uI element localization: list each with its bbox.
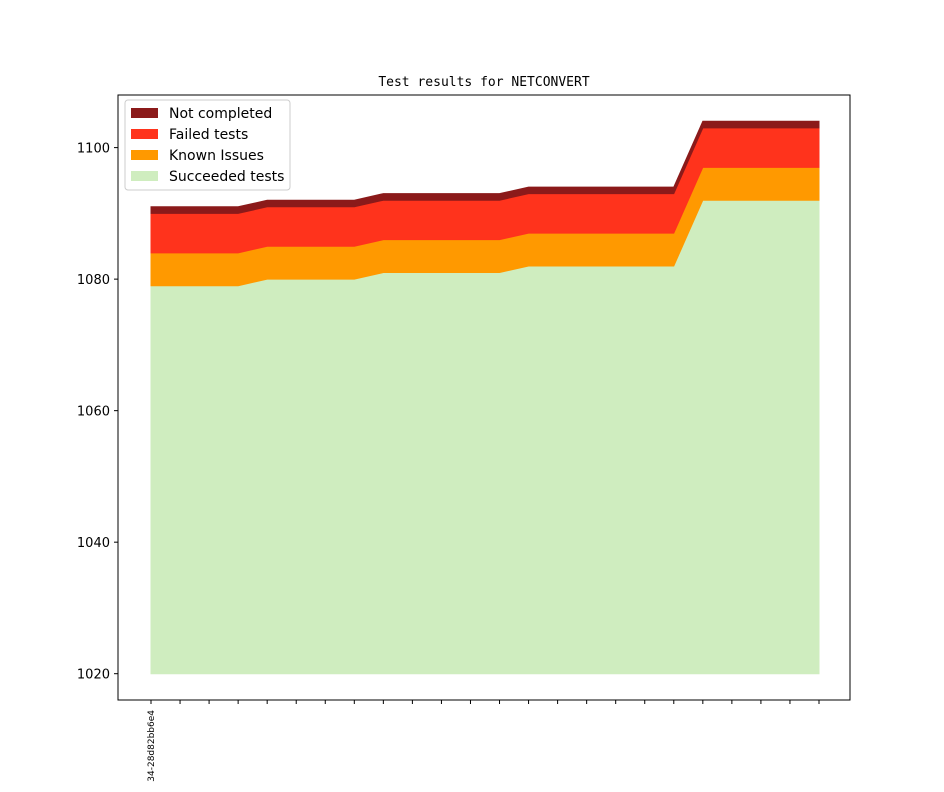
legend-swatch (131, 108, 158, 118)
y-tick-label: 1020 (77, 668, 110, 683)
legend-label: Failed tests (169, 127, 248, 143)
area-not-completed (150, 120, 820, 214)
x-tick-label: 34-28d82bb6e4 (147, 710, 157, 782)
y-tick-label: 1080 (77, 273, 110, 288)
legend: Not completed Failed tests Known Issues Suc… (124, 99, 291, 191)
y-axis: 1020 1040 1060 1080 1100 (77, 142, 118, 683)
legend-swatch (131, 171, 158, 181)
y-tick-label: 1100 (77, 142, 110, 157)
y-tick-label: 1060 (77, 405, 110, 420)
legend-swatch (131, 129, 158, 139)
legend-swatch (131, 150, 158, 160)
legend-box (124, 99, 291, 191)
x-axis: 34-28d82bb6e4 (147, 700, 820, 782)
legend-label: Succeeded tests (169, 169, 284, 185)
y-tick-label: 1040 (77, 536, 110, 551)
legend-label: Not completed (169, 106, 272, 122)
chart-title: Test results for NETCONVERT (378, 75, 589, 90)
plot-frame (117, 94, 851, 701)
areas-layer (150, 120, 820, 675)
legend-label: Known Issues (169, 148, 264, 164)
